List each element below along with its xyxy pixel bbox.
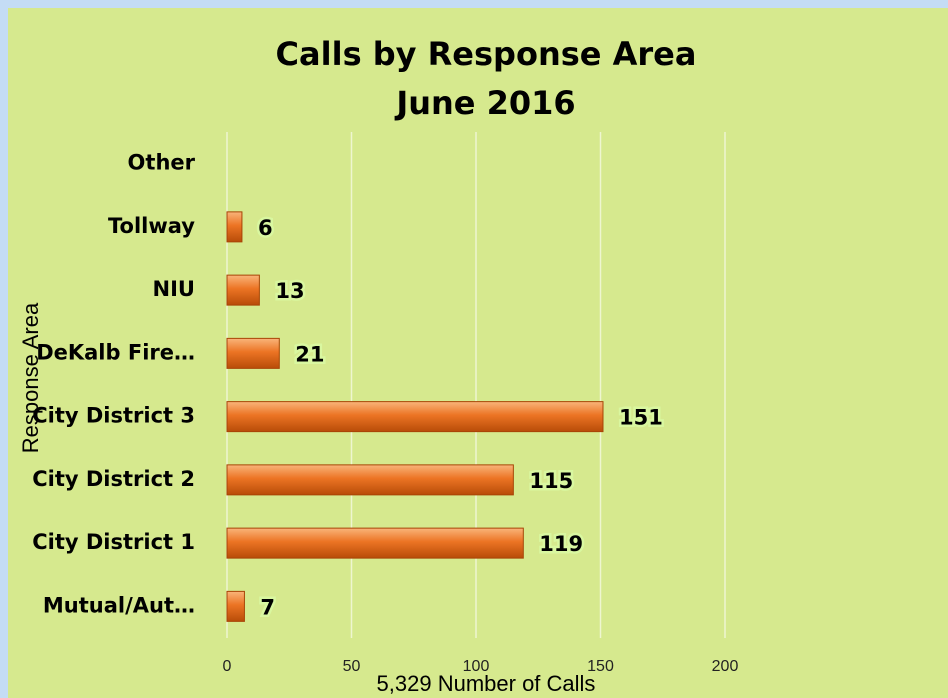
x-tick-label: 50 <box>343 658 361 675</box>
y-tick-label: Other <box>128 151 196 175</box>
x-axis-title: 5,329 Number of Calls <box>377 671 596 696</box>
bar <box>226 464 514 496</box>
data-label: 7 <box>260 595 275 619</box>
y-tick-label: City District 2 <box>32 467 195 491</box>
y-tick-label: Tollway <box>108 214 195 238</box>
data-label: 115 <box>529 469 573 493</box>
x-tick-label: 100 <box>463 658 490 675</box>
y-axis-title: Response Area <box>18 302 43 453</box>
y-tick-label: Mutual/Aut… <box>43 593 195 617</box>
y-tick-label: DeKalb Fire… <box>36 340 195 364</box>
chart-title: Calls by Response Area <box>276 35 697 73</box>
data-label: 6 <box>258 216 273 240</box>
bar <box>226 337 280 369</box>
x-tick-label: 150 <box>587 658 614 675</box>
data-label: 119 <box>539 532 583 556</box>
bar <box>226 590 245 622</box>
bar <box>226 401 604 433</box>
x-tick-label: 200 <box>712 658 739 675</box>
data-label: 13 <box>275 279 304 303</box>
y-tick-label: City District 3 <box>32 404 195 428</box>
x-tick-label: 0 <box>223 658 232 675</box>
chart-subtitle: June 2016 <box>394 84 575 122</box>
bar <box>226 274 260 306</box>
data-label: 21 <box>295 342 324 366</box>
data-label: 151 <box>619 406 663 430</box>
y-tick-label: City District 1 <box>32 530 195 554</box>
plot-background <box>8 8 948 698</box>
y-tick-label: NIU <box>153 277 195 301</box>
bar <box>226 211 243 243</box>
bar <box>226 527 524 559</box>
